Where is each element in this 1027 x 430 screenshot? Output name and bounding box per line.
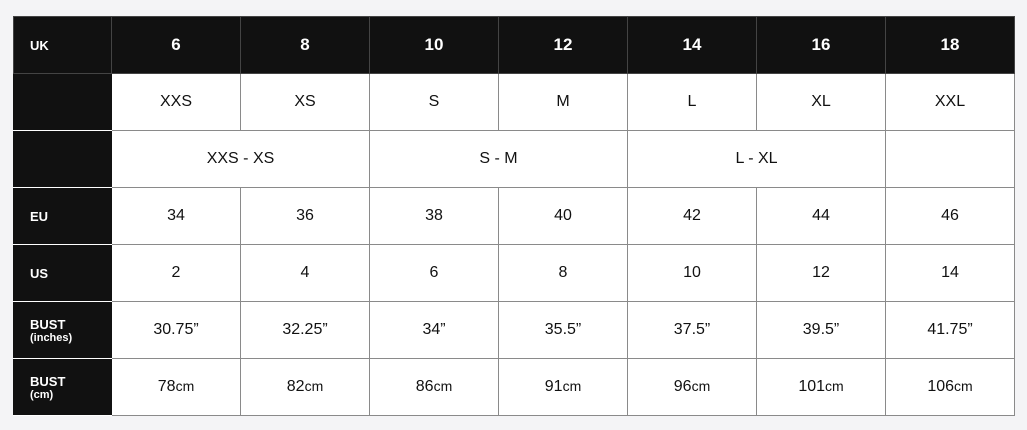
size-chart-table: UK 6 8 10 12 14 16 18 XXS XS S M L XL XX… [13, 16, 1015, 416]
bust-inches: 32.25” [240, 301, 370, 359]
bust-cm-row: BUST (cm) 78cm 82cm 86cm 91cm 96cm 101cm … [13, 358, 1015, 416]
grouped-size [885, 130, 1015, 188]
letter-size: XS [240, 73, 370, 131]
letter-size: S [369, 73, 499, 131]
eu-label: EU [13, 187, 112, 245]
uk-size: 14 [627, 16, 757, 74]
bust-inches: 37.5” [627, 301, 757, 359]
bust-inches: 34” [369, 301, 499, 359]
bust-inches: 41.75” [885, 301, 1015, 359]
uk-size: 10 [369, 16, 499, 74]
bust-cm: 78cm [111, 358, 241, 416]
us-size: 2 [111, 244, 241, 302]
eu-size: 42 [627, 187, 757, 245]
bust-cm: 96cm [627, 358, 757, 416]
letter-size: M [498, 73, 628, 131]
unit-label: (inches) [30, 331, 73, 344]
us-label: US [13, 244, 112, 302]
grouped-size-row: XXS - XS S - M L - XL [13, 130, 1015, 188]
us-size: 8 [498, 244, 628, 302]
eu-size: 38 [369, 187, 499, 245]
grouped-size: L - XL [627, 130, 886, 188]
letter-size-row: XXS XS S M L XL XXL [13, 73, 1015, 131]
bust-cm: 82cm [240, 358, 370, 416]
bust-inches: 35.5” [498, 301, 628, 359]
uk-row: UK 6 8 10 12 14 16 18 [13, 16, 1015, 74]
grouped-size: S - M [369, 130, 628, 188]
bust-cm: 91cm [498, 358, 628, 416]
letter-size: XXL [885, 73, 1015, 131]
bust-inches-row: BUST (inches) 30.75” 32.25” 34” 35.5” 37.… [13, 301, 1015, 359]
grouped-size: XXS - XS [111, 130, 370, 188]
eu-row: EU 34 36 38 40 42 44 46 [13, 187, 1015, 245]
uk-size: 6 [111, 16, 241, 74]
uk-size: 8 [240, 16, 370, 74]
bust-label: BUST [30, 373, 66, 389]
bust-cm: 101cm [756, 358, 886, 416]
grouped-size-label [13, 130, 112, 188]
bust-inches: 30.75” [111, 301, 241, 359]
bust-inches-label: BUST (inches) [13, 301, 112, 359]
letter-size: L [627, 73, 757, 131]
bust-cm: 86cm [369, 358, 499, 416]
letter-size: XL [756, 73, 886, 131]
unit-label: (cm) [30, 388, 54, 401]
eu-size: 34 [111, 187, 241, 245]
eu-size: 40 [498, 187, 628, 245]
uk-size: 16 [756, 16, 886, 74]
us-size: 12 [756, 244, 886, 302]
us-size: 14 [885, 244, 1015, 302]
us-size: 10 [627, 244, 757, 302]
letter-size-label [13, 73, 112, 131]
bust-cm-label: BUST (cm) [13, 358, 112, 416]
uk-size: 18 [885, 16, 1015, 74]
bust-inches: 39.5” [756, 301, 886, 359]
bust-cm: 106cm [885, 358, 1015, 416]
eu-size: 46 [885, 187, 1015, 245]
us-size: 4 [240, 244, 370, 302]
letter-size: XXS [111, 73, 241, 131]
uk-label: UK [13, 16, 112, 74]
eu-size: 44 [756, 187, 886, 245]
bust-label: BUST [30, 316, 66, 332]
us-size: 6 [369, 244, 499, 302]
eu-size: 36 [240, 187, 370, 245]
us-row: US 2 4 6 8 10 12 14 [13, 244, 1015, 302]
uk-size: 12 [498, 16, 628, 74]
